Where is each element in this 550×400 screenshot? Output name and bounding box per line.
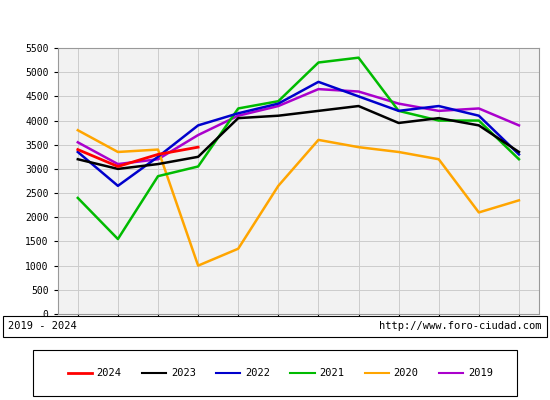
Text: 2020: 2020 [394,368,419,378]
FancyBboxPatch shape [3,316,547,337]
Text: 2022: 2022 [245,368,270,378]
Text: 2023: 2023 [171,368,196,378]
FancyBboxPatch shape [33,350,517,396]
Text: 2021: 2021 [320,368,344,378]
Text: http://www.foro-ciudad.com: http://www.foro-ciudad.com [379,322,542,331]
Text: Evolucion Nº Turistas Nacionales en el municipio de Santa Coloma de Farners: Evolucion Nº Turistas Nacionales en el m… [0,14,550,28]
Text: 2019: 2019 [468,368,493,378]
Text: 2019 - 2024: 2019 - 2024 [8,322,77,331]
Text: 2024: 2024 [97,368,122,378]
